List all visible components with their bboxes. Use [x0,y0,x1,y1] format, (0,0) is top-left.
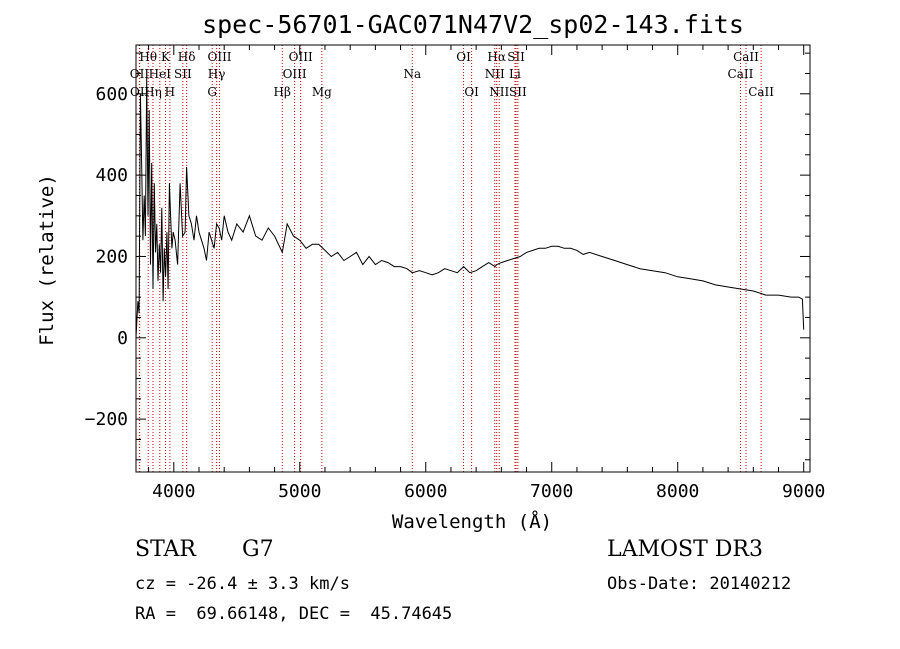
x-tick-label: 9000 [782,481,825,502]
spectral-line-label: CaII [748,85,774,99]
radial-velocity: cz = -26.4 ± 3.3 km/s [135,574,350,594]
observation-date: Obs-Date: 20140212 [607,574,792,594]
spectral-line-label: OII [130,85,150,99]
spectrum-series-line [135,77,805,338]
chart-title: spec-56701-GAC071N47V2_sp02-143.fits [202,10,744,39]
object-class: STAR [135,537,196,562]
spectral-line-label: SII [509,85,527,99]
spectral-line-label: H [165,85,175,99]
axis-ticks [136,45,810,472]
spectral-line-label: CaII [728,67,754,81]
spectral-line-label: Hγ [208,67,226,81]
x-tick-label: 7000 [530,481,573,502]
axis-tick-labels: 4000 5000 6000 7000 8000 9000 −200 0 200 400 600 [85,84,826,502]
spectral-line-label: NII [489,85,509,99]
spectral-line-label: Hδ [178,50,196,64]
plot-frame [135,44,811,473]
x-axis-label: Wavelength (Å) [392,510,552,533]
y-tick-label: 400 [95,165,128,186]
spectral-line-label: Hη [144,85,162,99]
spectral-line-label: G [207,85,217,99]
spectral-line-label: OIII [289,50,313,64]
x-tick-label: 8000 [656,481,699,502]
spectral-line-label: OIII [207,50,231,64]
y-tick-label: 200 [95,246,128,267]
spectral-line-label: Na [403,67,421,81]
spectral-line-label: Li [509,67,521,81]
spectral-line-label: K [161,50,171,64]
spectral-line-label: Hβ [274,85,291,99]
spectral-line-label: Hα [487,50,506,64]
spectral-line-label: SII [174,67,192,81]
spectral-line-label: SII [507,50,525,64]
y-tick-label: −200 [85,409,128,430]
spectral-line-label: Hθ [139,50,157,64]
spectral-line-label: NII [485,67,505,81]
spectral-line-label: HeI [149,67,172,81]
y-axis-label: Flux (relative) [36,174,58,346]
spectral-line-label: OI [464,85,479,99]
spectral-line-label: CaII [733,50,759,64]
spectral-line-label: OIII [283,67,307,81]
survey-name: LAMOST DR3 [607,537,763,562]
object-subclass: G7 [242,537,274,562]
spectral-line-label: Mg [312,85,332,99]
x-tick-label: 5000 [278,481,321,502]
coordinates: RA = 69.66148, DEC = 45.74645 [135,604,453,624]
y-tick-label: 0 [117,328,128,349]
y-tick-label: 600 [95,84,128,105]
spectral-line-label: OI [456,50,471,64]
x-tick-label: 6000 [404,481,447,502]
x-tick-label: 4000 [152,481,195,502]
spectral-line-label: OII [130,67,150,81]
